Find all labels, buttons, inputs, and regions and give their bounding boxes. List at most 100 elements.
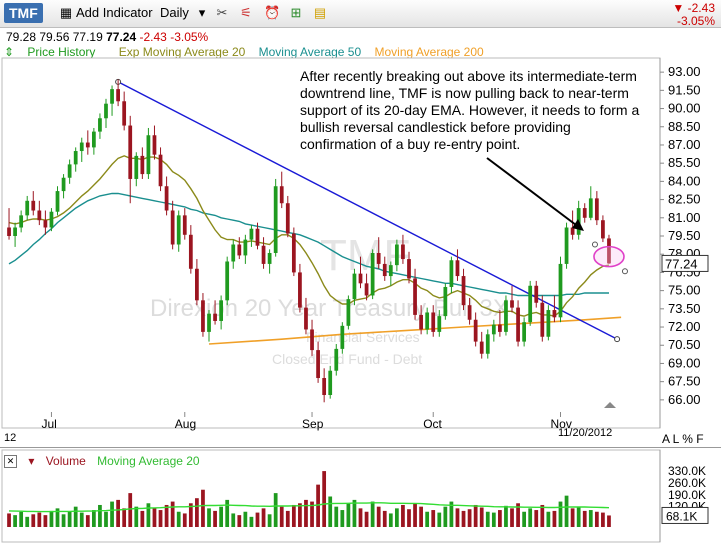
candle bbox=[413, 268, 417, 320]
volume-bar bbox=[558, 501, 563, 527]
ema20-line bbox=[8, 155, 610, 317]
candle bbox=[594, 191, 599, 226]
legend-volume-ma20[interactable]: Moving Average 20 bbox=[97, 454, 200, 468]
candle-body bbox=[364, 283, 369, 296]
notes-icon[interactable]: ▤ bbox=[313, 5, 327, 20]
candle-body bbox=[85, 142, 90, 148]
candle bbox=[207, 310, 211, 342]
candle bbox=[273, 178, 278, 257]
candle-body bbox=[128, 125, 133, 179]
candle bbox=[564, 222, 569, 269]
candle-body bbox=[49, 211, 54, 228]
corner-label: 12 bbox=[4, 432, 17, 444]
volume-bar bbox=[540, 504, 545, 527]
candle-body bbox=[79, 142, 84, 152]
drawing-icon[interactable]: ⚟ bbox=[240, 5, 252, 20]
candle-body bbox=[73, 151, 78, 165]
candle-body bbox=[504, 300, 508, 332]
candle bbox=[31, 191, 36, 216]
last-price-label: 77.24 bbox=[665, 256, 698, 271]
candle-body bbox=[370, 252, 375, 296]
volume-bar bbox=[570, 508, 575, 527]
add-indicator-icon[interactable]: ▦ bbox=[59, 5, 73, 20]
candle-body bbox=[255, 228, 260, 246]
alarm-clock-icon[interactable]: ⏰ bbox=[264, 5, 281, 20]
chevron-down-icon[interactable]: ▾ bbox=[198, 5, 206, 20]
annotation-arrowhead bbox=[572, 219, 584, 231]
legend-volume[interactable]: Volume bbox=[45, 454, 86, 468]
candle bbox=[285, 195, 290, 238]
pane-divider[interactable] bbox=[0, 447, 721, 448]
candle-body bbox=[485, 334, 490, 354]
volume-tick-label: 260.0K bbox=[668, 476, 706, 490]
volume-bar bbox=[91, 510, 96, 527]
candle bbox=[443, 283, 448, 320]
candle bbox=[479, 331, 484, 359]
x-tick-label: Jul bbox=[41, 417, 56, 431]
candle bbox=[340, 322, 345, 354]
candle-body bbox=[273, 186, 278, 253]
add-indicator-button[interactable]: Add Indicator bbox=[76, 5, 153, 20]
volume-bar bbox=[594, 511, 599, 527]
volume-bar bbox=[382, 510, 387, 527]
legend-ma200[interactable]: Moving Average 200 bbox=[374, 45, 484, 59]
candle bbox=[316, 341, 320, 383]
candle bbox=[243, 234, 248, 264]
candle bbox=[534, 280, 539, 308]
candle-body bbox=[310, 329, 314, 351]
candle bbox=[13, 222, 17, 247]
candle bbox=[431, 305, 436, 337]
volume-bar bbox=[582, 510, 587, 527]
volume-chevron-icon[interactable]: ▾ bbox=[28, 454, 35, 468]
volume-bar bbox=[43, 515, 48, 527]
volume-bar bbox=[388, 513, 393, 527]
candle-body bbox=[91, 131, 96, 148]
ellipse-handle bbox=[621, 268, 628, 275]
candle-body bbox=[267, 252, 272, 264]
legend-ma50[interactable]: Moving Average 50 bbox=[258, 45, 362, 59]
change-display: ▼ -2.43 -3.05% bbox=[672, 2, 715, 28]
y-tick-label: 88.50 bbox=[668, 119, 701, 134]
candle bbox=[407, 251, 411, 284]
candle-body bbox=[443, 286, 448, 317]
volume-bar bbox=[170, 501, 175, 527]
volume-bar bbox=[322, 471, 327, 527]
candle-body bbox=[516, 307, 520, 342]
candle bbox=[85, 130, 90, 155]
volume-bar bbox=[467, 509, 472, 527]
highlight-ellipse bbox=[593, 245, 625, 268]
candle-body bbox=[407, 259, 411, 279]
candle bbox=[146, 127, 151, 179]
volume-bar bbox=[352, 499, 357, 527]
candle-body bbox=[352, 273, 357, 300]
candle-body bbox=[98, 118, 102, 132]
add-grid-icon[interactable]: ⊞ bbox=[290, 5, 302, 20]
period-select[interactable]: Daily bbox=[160, 5, 189, 20]
candle-body bbox=[207, 313, 211, 332]
legend-ema20[interactable]: Exp Moving Average 20 bbox=[118, 45, 246, 59]
candle bbox=[176, 210, 181, 252]
candle bbox=[546, 305, 551, 341]
volume-bar bbox=[552, 510, 557, 527]
candle bbox=[49, 208, 54, 232]
volume-bar bbox=[334, 506, 339, 527]
volume-bar bbox=[310, 501, 314, 527]
candle-body bbox=[437, 316, 442, 332]
candle-body bbox=[164, 186, 169, 211]
candle bbox=[522, 317, 527, 347]
symbol-badge[interactable]: TMF bbox=[4, 3, 43, 23]
close-pane-icon[interactable]: ✕ bbox=[4, 455, 17, 469]
candle bbox=[237, 237, 242, 260]
volume-bar bbox=[449, 501, 454, 527]
tools-icon[interactable]: ✂ bbox=[216, 5, 228, 20]
volume-bar bbox=[601, 512, 605, 527]
legend-price[interactable]: ⇕ Price History bbox=[4, 45, 105, 59]
volume-bar bbox=[261, 508, 266, 527]
candle bbox=[182, 208, 187, 240]
candle bbox=[388, 261, 393, 286]
candle-body bbox=[61, 177, 66, 192]
watermark-category: Closed End Fund - Debt bbox=[272, 351, 422, 367]
axis-controls[interactable]: A L % F bbox=[662, 432, 704, 446]
candle-body bbox=[552, 310, 557, 318]
